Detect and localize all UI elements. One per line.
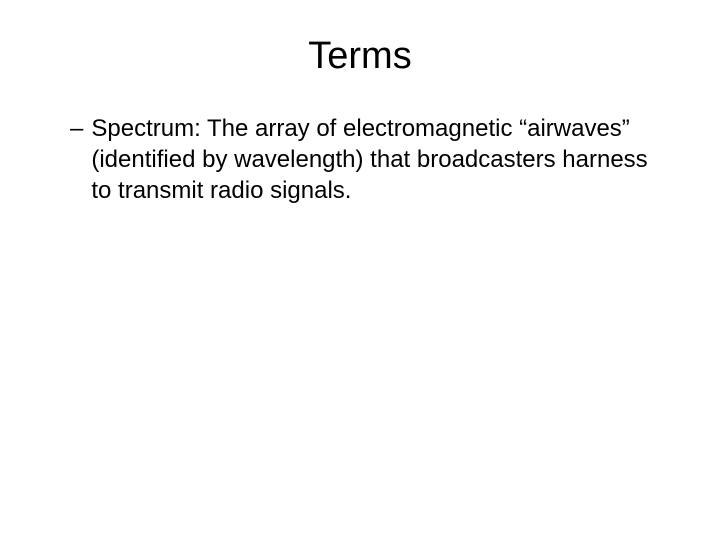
slide-content: – Spectrum: The array of electromagnetic… [50, 113, 670, 207]
bullet-item: – Spectrum: The array of electromagnetic… [70, 113, 670, 207]
bullet-text: Spectrum: The array of electromagnetic “… [91, 113, 670, 207]
slide: Terms – Spectrum: The array of electroma… [0, 0, 720, 540]
bullet-dash-icon: – [70, 113, 83, 144]
slide-title: Terms [50, 35, 670, 78]
